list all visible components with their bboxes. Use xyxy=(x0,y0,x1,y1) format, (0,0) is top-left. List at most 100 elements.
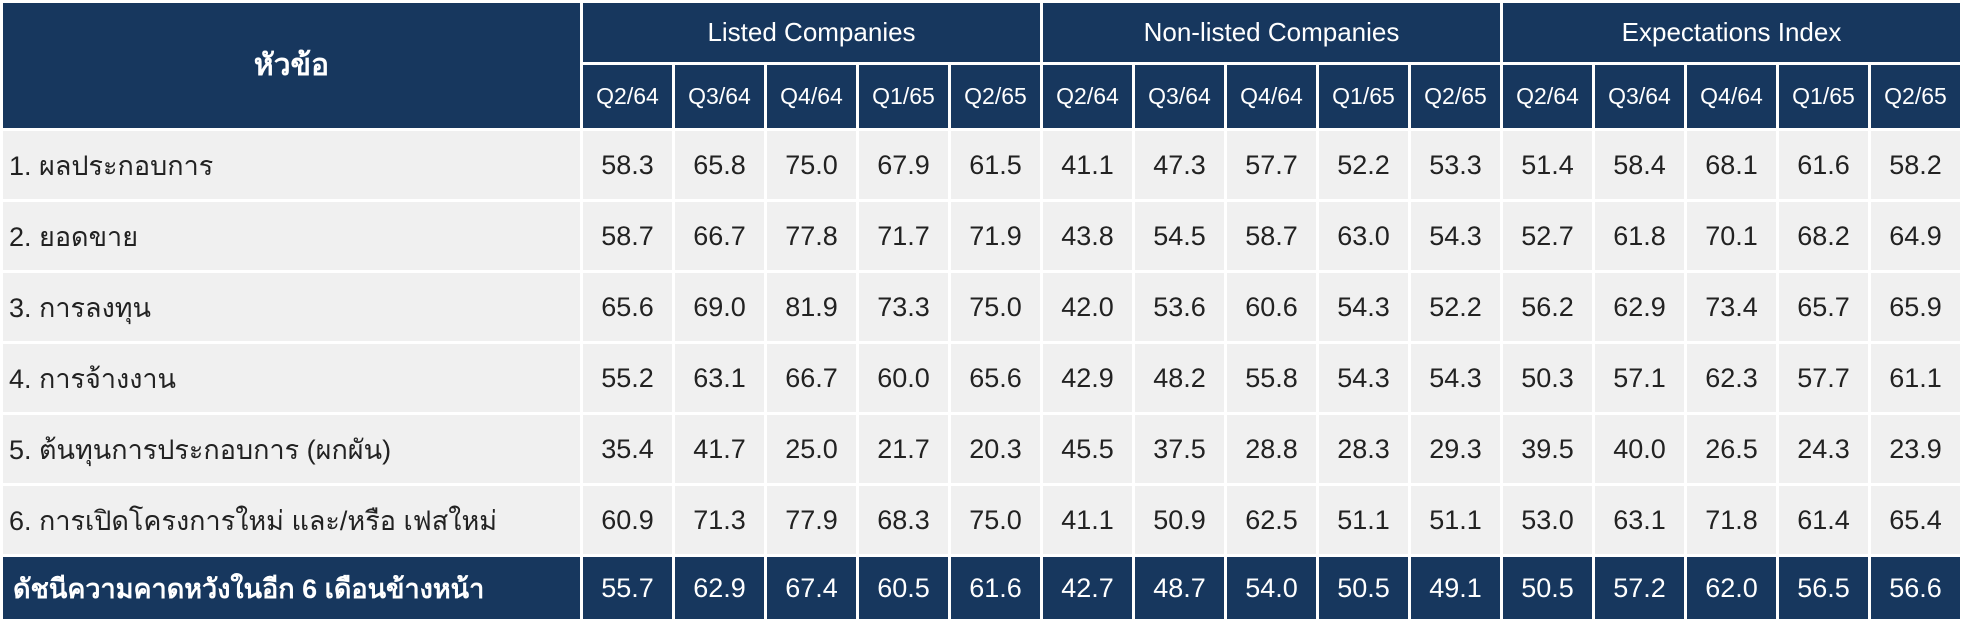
value-cell: 48.2 xyxy=(1135,344,1224,412)
period-header: Q3/64 xyxy=(675,65,764,128)
index-value-cell: 62.0 xyxy=(1687,557,1776,619)
value-cell: 61.5 xyxy=(951,131,1040,199)
expectations-table: หัวข้อ Listed Companies Non-listed Compa… xyxy=(3,3,1960,619)
value-cell: 26.5 xyxy=(1687,415,1776,483)
value-cell: 58.2 xyxy=(1871,131,1960,199)
row-label: 6. การเปิดโครงการใหม่ และ/หรือ เฟสใหม่ xyxy=(3,486,580,554)
index-value-cell: 57.2 xyxy=(1595,557,1684,619)
value-cell: 68.1 xyxy=(1687,131,1776,199)
row-label: 4. การจ้างงาน xyxy=(3,344,580,412)
value-cell: 28.3 xyxy=(1319,415,1408,483)
value-cell: 63.0 xyxy=(1319,202,1408,270)
period-header: Q2/64 xyxy=(583,65,672,128)
value-cell: 67.9 xyxy=(859,131,948,199)
value-cell: 61.4 xyxy=(1779,486,1868,554)
index-value-cell: 50.5 xyxy=(1503,557,1592,619)
period-header: Q2/65 xyxy=(1411,65,1500,128)
row-label: 2. ยอดขาย xyxy=(3,202,580,270)
table-row: 3. การลงทุน 65.6 69.0 81.9 73.3 75.0 42.0 53.6 6… xyxy=(3,273,1960,341)
index-value-cell: 67.4 xyxy=(767,557,856,619)
value-cell: 41.1 xyxy=(1043,131,1132,199)
row-label: 1. ผลประกอบการ xyxy=(3,131,580,199)
value-cell: 51.1 xyxy=(1319,486,1408,554)
index-value-cell: 42.7 xyxy=(1043,557,1132,619)
value-cell: 63.1 xyxy=(1595,486,1684,554)
value-cell: 58.4 xyxy=(1595,131,1684,199)
index-value-cell: 62.9 xyxy=(675,557,764,619)
value-cell: 61.6 xyxy=(1779,131,1868,199)
index-row: ดัชนีความคาดหวังในอีก 6 เดือนข้างหน้า 55.… xyxy=(3,557,1960,619)
value-cell: 75.0 xyxy=(767,131,856,199)
value-cell: 43.8 xyxy=(1043,202,1132,270)
period-header: Q1/65 xyxy=(1779,65,1868,128)
value-cell: 68.2 xyxy=(1779,202,1868,270)
index-row-label: ดัชนีความคาดหวังในอีก 6 เดือนข้างหน้า xyxy=(3,557,580,619)
value-cell: 73.3 xyxy=(859,273,948,341)
value-cell: 62.5 xyxy=(1227,486,1316,554)
value-cell: 57.7 xyxy=(1779,344,1868,412)
value-cell: 73.4 xyxy=(1687,273,1776,341)
value-cell: 77.8 xyxy=(767,202,856,270)
period-header: Q2/64 xyxy=(1043,65,1132,128)
period-header: Q1/65 xyxy=(1319,65,1408,128)
group-header-expectations-index: Expectations Index xyxy=(1503,3,1960,62)
value-cell: 21.7 xyxy=(859,415,948,483)
value-cell: 61.8 xyxy=(1595,202,1684,270)
value-cell: 54.3 xyxy=(1411,202,1500,270)
period-header: Q3/64 xyxy=(1135,65,1224,128)
index-value-cell: 50.5 xyxy=(1319,557,1408,619)
index-value-cell: 61.6 xyxy=(951,557,1040,619)
period-header: Q2/65 xyxy=(1871,65,1960,128)
value-cell: 41.1 xyxy=(1043,486,1132,554)
value-cell: 65.6 xyxy=(951,344,1040,412)
period-header: Q4/64 xyxy=(767,65,856,128)
table-row: 5. ต้นทุนการประกอบการ (ผกผัน) 35.4 41.7 25.… xyxy=(3,415,1960,483)
value-cell: 52.2 xyxy=(1411,273,1500,341)
value-cell: 55.2 xyxy=(583,344,672,412)
value-cell: 71.7 xyxy=(859,202,948,270)
value-cell: 42.0 xyxy=(1043,273,1132,341)
period-header: Q4/64 xyxy=(1687,65,1776,128)
value-cell: 56.2 xyxy=(1503,273,1592,341)
value-cell: 58.7 xyxy=(1227,202,1316,270)
value-cell: 53.6 xyxy=(1135,273,1224,341)
value-cell: 57.1 xyxy=(1595,344,1684,412)
period-header: Q1/65 xyxy=(859,65,948,128)
value-cell: 35.4 xyxy=(583,415,672,483)
value-cell: 50.3 xyxy=(1503,344,1592,412)
value-cell: 68.3 xyxy=(859,486,948,554)
value-cell: 54.3 xyxy=(1319,273,1408,341)
value-cell: 45.5 xyxy=(1043,415,1132,483)
value-cell: 65.4 xyxy=(1871,486,1960,554)
value-cell: 71.8 xyxy=(1687,486,1776,554)
value-cell: 70.1 xyxy=(1687,202,1776,270)
value-cell: 52.7 xyxy=(1503,202,1592,270)
value-cell: 54.3 xyxy=(1319,344,1408,412)
group-header-listed: Listed Companies xyxy=(583,3,1040,62)
value-cell: 66.7 xyxy=(675,202,764,270)
value-cell: 28.8 xyxy=(1227,415,1316,483)
value-cell: 50.9 xyxy=(1135,486,1224,554)
index-value-cell: 55.7 xyxy=(583,557,672,619)
value-cell: 63.1 xyxy=(675,344,764,412)
value-cell: 81.9 xyxy=(767,273,856,341)
value-cell: 62.9 xyxy=(1595,273,1684,341)
value-cell: 64.9 xyxy=(1871,202,1960,270)
table-row: 4. การจ้างงาน 55.2 63.1 66.7 60.0 65.6 42.9 48.… xyxy=(3,344,1960,412)
value-cell: 60.6 xyxy=(1227,273,1316,341)
period-header: Q3/64 xyxy=(1595,65,1684,128)
value-cell: 29.3 xyxy=(1411,415,1500,483)
value-cell: 65.8 xyxy=(675,131,764,199)
index-value-cell: 56.5 xyxy=(1779,557,1868,619)
value-cell: 47.3 xyxy=(1135,131,1224,199)
row-label: 5. ต้นทุนการประกอบการ (ผกผัน) xyxy=(3,415,580,483)
value-cell: 58.3 xyxy=(583,131,672,199)
row-label: 3. การลงทุน xyxy=(3,273,580,341)
value-cell: 69.0 xyxy=(675,273,764,341)
value-cell: 24.3 xyxy=(1779,415,1868,483)
value-cell: 53.0 xyxy=(1503,486,1592,554)
value-cell: 54.3 xyxy=(1411,344,1500,412)
value-cell: 58.7 xyxy=(583,202,672,270)
value-cell: 60.9 xyxy=(583,486,672,554)
value-cell: 75.0 xyxy=(951,273,1040,341)
